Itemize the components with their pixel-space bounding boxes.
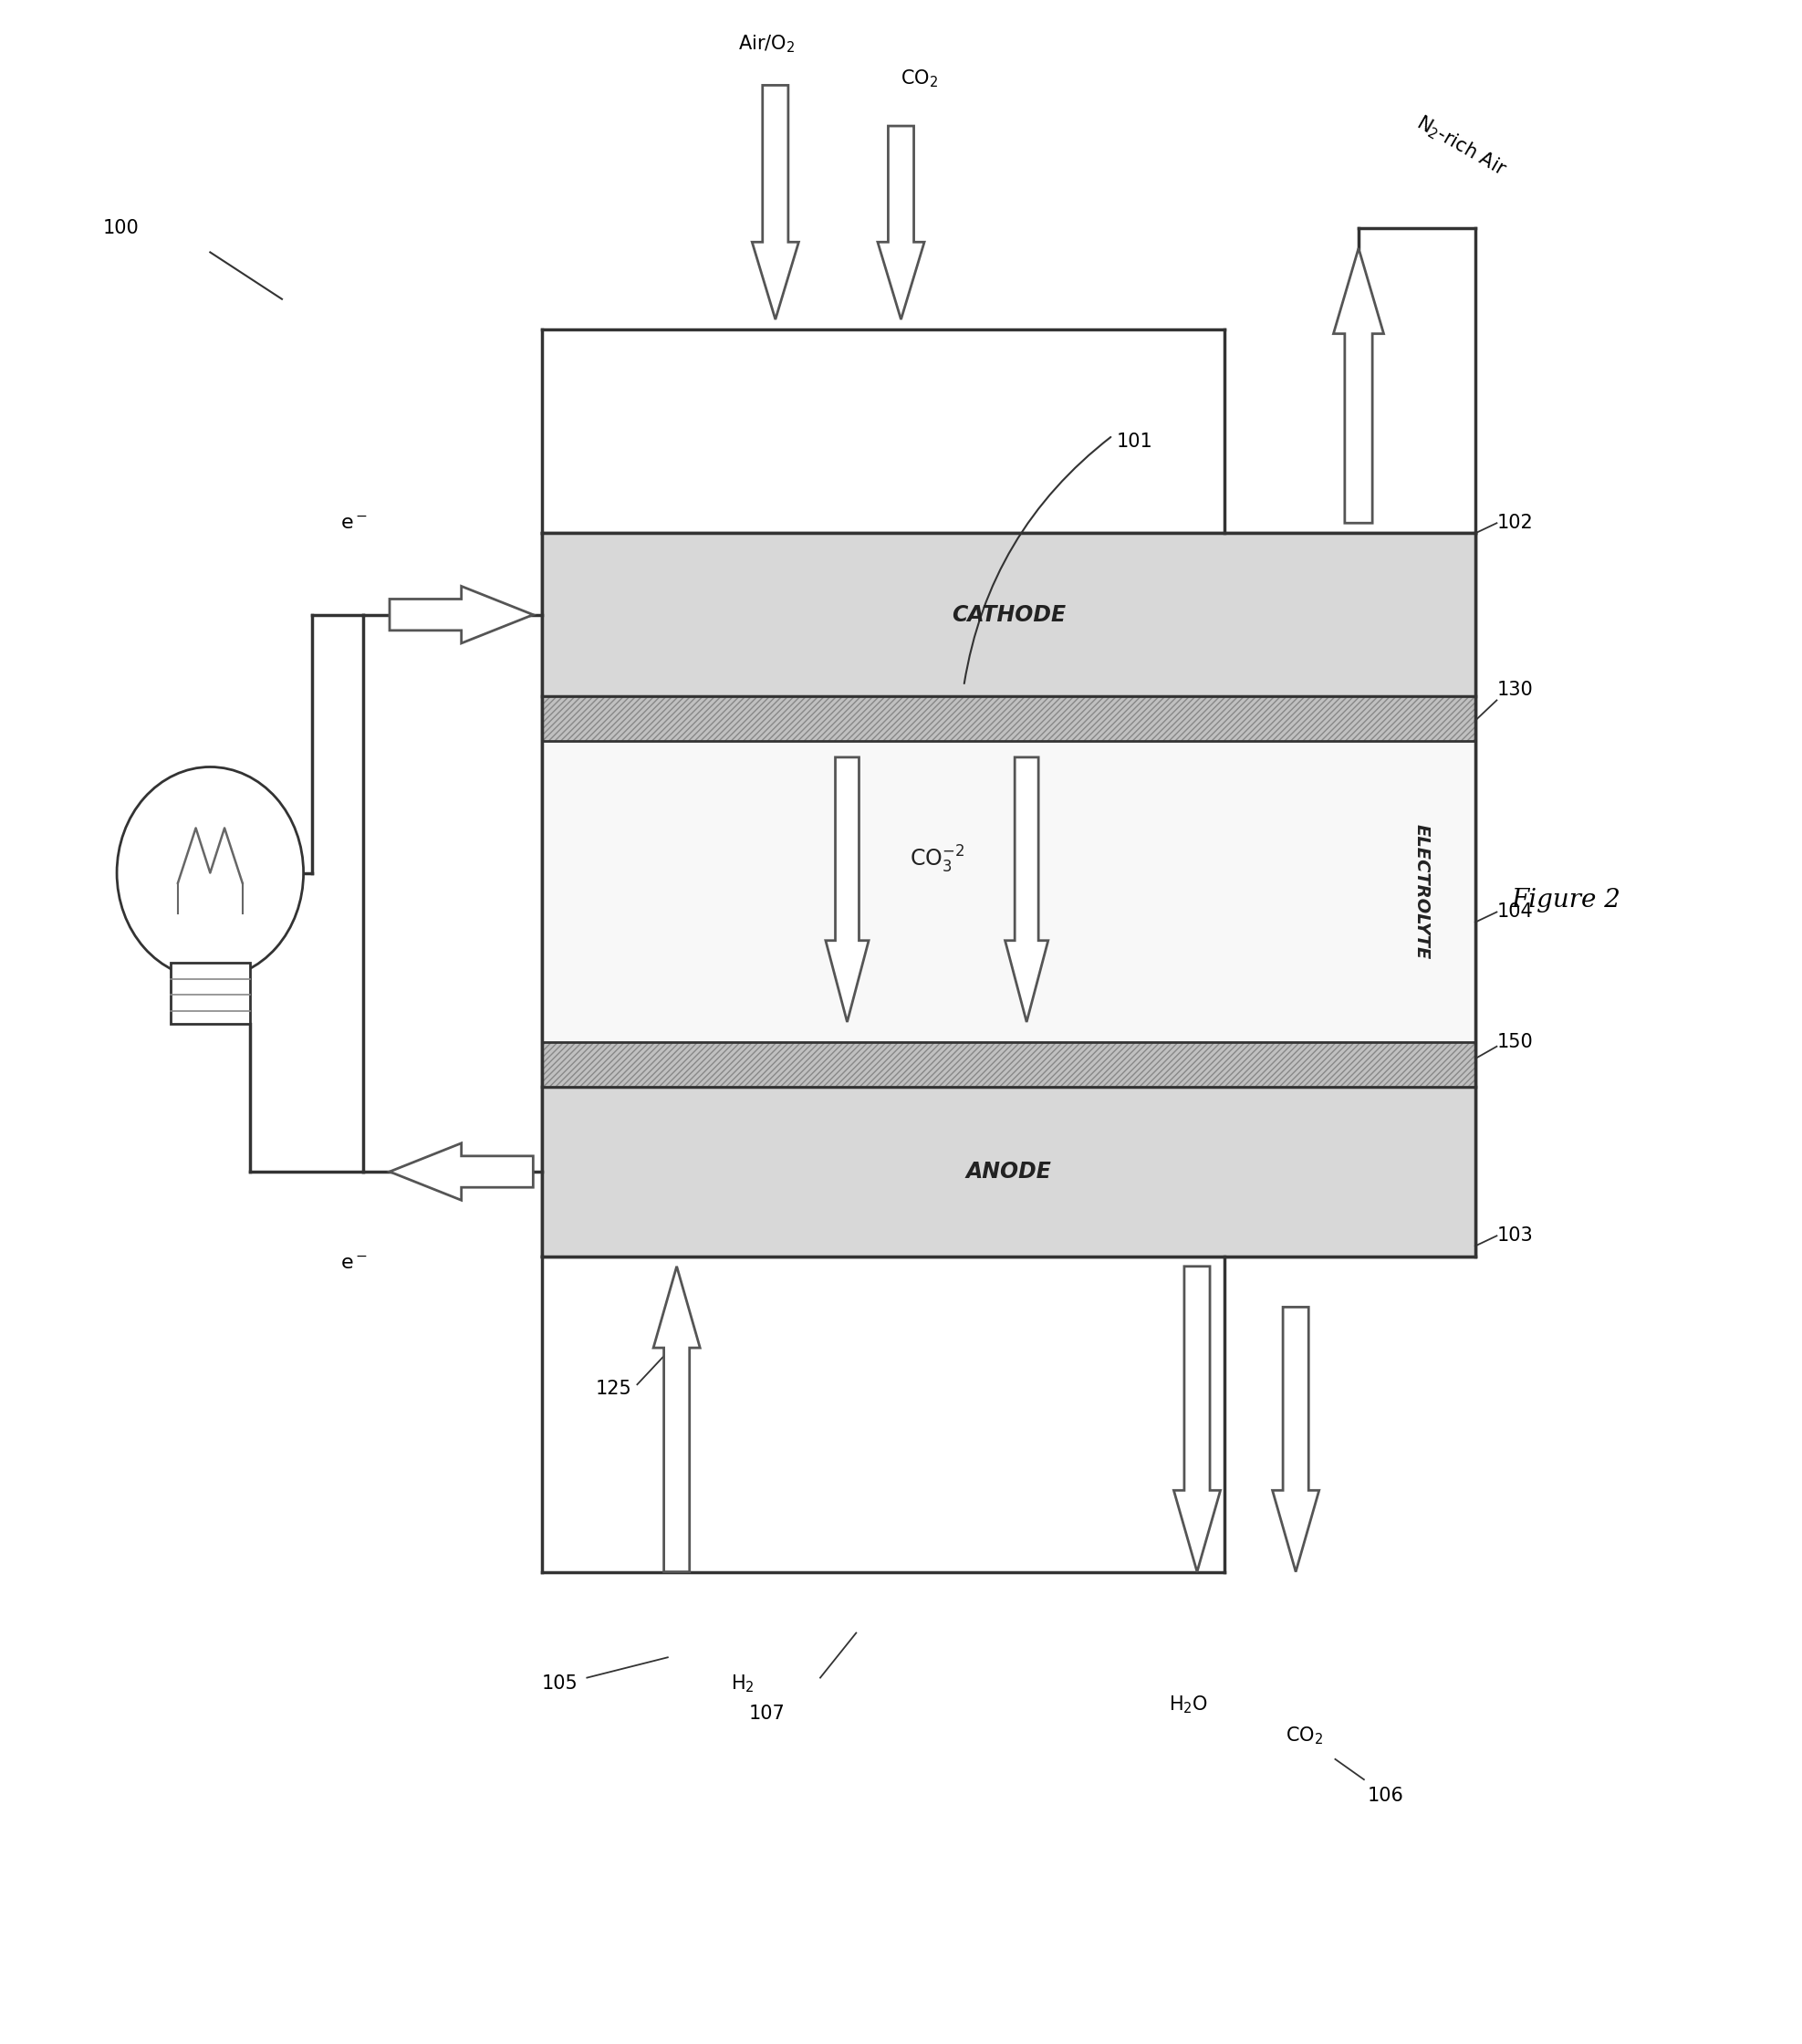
Text: 103: 103 [1497, 1226, 1534, 1245]
Text: e$^-$: e$^-$ [341, 1255, 368, 1273]
Polygon shape [1006, 756, 1049, 1022]
Bar [542, 533, 1476, 697]
Bar [171, 963, 250, 1024]
Polygon shape [389, 1143, 533, 1200]
Text: 102: 102 [1497, 513, 1534, 531]
Text: 130: 130 [1497, 681, 1534, 699]
Text: 100: 100 [103, 219, 139, 237]
Bar [542, 1042, 1476, 1087]
Text: N$_2$-rich Air: N$_2$-rich Air [1413, 112, 1510, 180]
Text: CATHODE: CATHODE [951, 603, 1065, 625]
Polygon shape [1333, 247, 1384, 523]
Polygon shape [825, 756, 869, 1022]
Polygon shape [1173, 1267, 1220, 1572]
Polygon shape [878, 127, 924, 319]
Text: CO$_3^{-2}$: CO$_3^{-2}$ [910, 844, 964, 875]
Circle shape [117, 766, 303, 979]
Text: 125: 125 [596, 1380, 633, 1398]
Text: ANODE: ANODE [966, 1161, 1052, 1183]
Text: 107: 107 [748, 1705, 784, 1723]
Text: Figure 2: Figure 2 [1512, 887, 1620, 912]
Text: CO$_2$: CO$_2$ [1287, 1725, 1323, 1746]
Bar [542, 697, 1476, 742]
Text: 104: 104 [1497, 903, 1534, 922]
Text: e$^-$: e$^-$ [341, 513, 368, 531]
Bar [542, 742, 1476, 1042]
Text: ELECTROLYTE: ELECTROLYTE [1413, 824, 1431, 959]
Text: CO$_2$: CO$_2$ [901, 67, 937, 90]
Text: H$_2$O: H$_2$O [1168, 1694, 1207, 1715]
Polygon shape [654, 1267, 699, 1572]
Polygon shape [389, 587, 533, 644]
Text: 106: 106 [1368, 1786, 1404, 1805]
Text: 105: 105 [542, 1674, 578, 1692]
Text: 101: 101 [1115, 433, 1153, 452]
Text: H$_2$: H$_2$ [730, 1674, 753, 1694]
Text: 150: 150 [1497, 1032, 1534, 1051]
Bar [542, 533, 1476, 1257]
Bar [542, 1087, 1476, 1257]
Text: Air/O$_2$: Air/O$_2$ [739, 33, 795, 55]
Polygon shape [1272, 1306, 1319, 1572]
Polygon shape [751, 86, 798, 319]
